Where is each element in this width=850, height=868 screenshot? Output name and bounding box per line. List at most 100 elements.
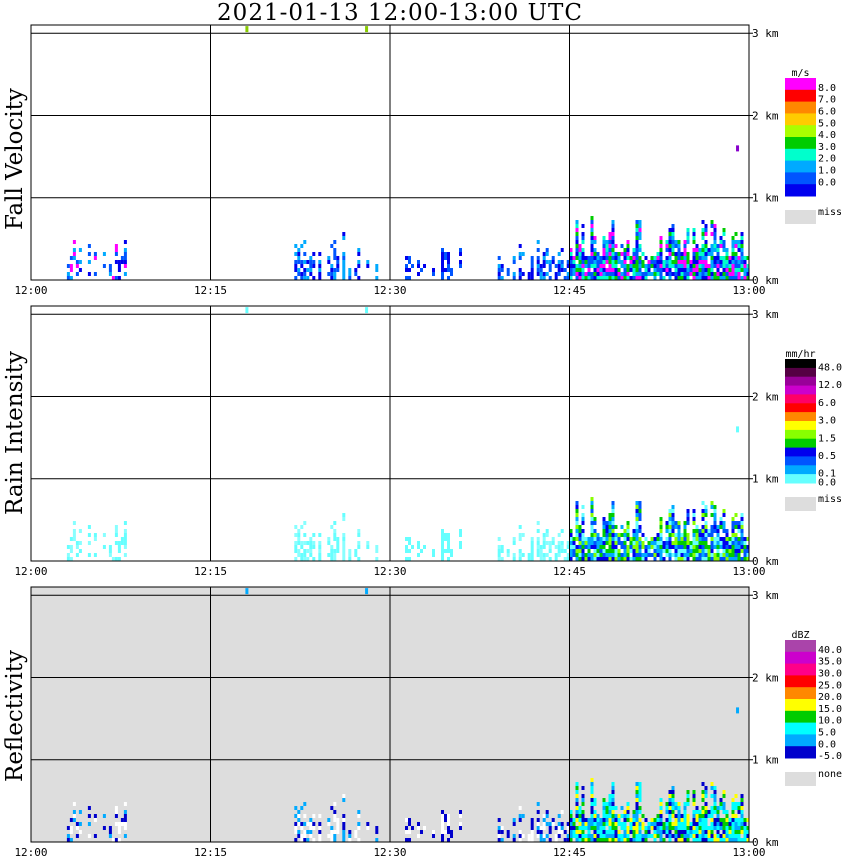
- echo-cell: [581, 830, 585, 834]
- echo-cell: [686, 826, 690, 830]
- echo-cell: [459, 252, 462, 256]
- echo-cell: [539, 834, 543, 838]
- echo-cell: [701, 232, 705, 236]
- echo-cell: [459, 822, 462, 826]
- echo-cell: [617, 549, 621, 553]
- echo-cell: [641, 260, 645, 264]
- echo-cell: [581, 505, 585, 509]
- echo-cell: [563, 268, 567, 272]
- echo-cell: [623, 822, 627, 826]
- echo-cell: [584, 272, 588, 276]
- echo-cell: [668, 232, 672, 236]
- echo-cell: [575, 782, 579, 786]
- echo-cell: [536, 256, 540, 260]
- echo-cell: [297, 272, 301, 276]
- echo-cell: [725, 256, 729, 260]
- echo-cell: [698, 818, 702, 822]
- echo-cell: [722, 834, 726, 838]
- echo-cell: [512, 537, 516, 541]
- colorbar-label: 7.0: [818, 95, 836, 106]
- echo-cell: [578, 822, 582, 826]
- echo-cell: [686, 268, 690, 272]
- echo-cell: [602, 557, 606, 561]
- echo-cell: [626, 248, 630, 252]
- echo-cell: [713, 260, 717, 264]
- echo-cell: [698, 838, 702, 842]
- echo-cell: [626, 814, 630, 818]
- echo-cell: [623, 264, 627, 268]
- echo-cell: [575, 232, 579, 236]
- echo-cell: [677, 822, 681, 826]
- colorbar-label: 25.0: [818, 680, 842, 691]
- echo-cell: [647, 545, 651, 549]
- echo-cell: [734, 802, 738, 806]
- echo-cell: [620, 806, 624, 810]
- echo-cell: [312, 557, 316, 561]
- echo-cell: [707, 814, 711, 818]
- echo-cell: [677, 533, 681, 537]
- echo-cell: [366, 264, 370, 268]
- echo-cell: [590, 814, 594, 818]
- echo-cell: [704, 268, 708, 272]
- echo-cell: [683, 814, 687, 818]
- echo-cell: [668, 834, 672, 838]
- echo-cell: [668, 818, 672, 822]
- echo-cell: [719, 798, 723, 802]
- echo-cell: [725, 248, 729, 252]
- echo-cell: [683, 537, 687, 541]
- echo-cell: [734, 830, 738, 834]
- echo-cell: [602, 830, 606, 834]
- echo-cell: [357, 252, 361, 256]
- echo-cell: [348, 276, 352, 280]
- echo-cell: [539, 553, 543, 557]
- echo-cell: [497, 264, 501, 268]
- echo-cell: [668, 521, 672, 525]
- echo-cell: [632, 834, 636, 838]
- echo-cell: [617, 834, 621, 838]
- echo-cell: [737, 557, 741, 561]
- echo-cell: [692, 232, 696, 236]
- echo-cell: [638, 549, 642, 553]
- echo-cell: [518, 553, 522, 557]
- echo-cell: [375, 557, 379, 561]
- echo-cell: [710, 794, 714, 798]
- echo-cell: [545, 252, 549, 256]
- colorbar-swatch: [785, 474, 816, 484]
- echo-cell: [108, 549, 112, 553]
- echo-cell: [357, 541, 361, 545]
- echo-cell: [725, 252, 729, 256]
- colorbar-label: 0.5: [818, 451, 836, 462]
- echo-cell: [626, 557, 630, 561]
- echo-cell: [575, 240, 579, 244]
- echo-cell: [692, 228, 696, 232]
- echo-cell: [710, 505, 714, 509]
- echo-cell: [707, 272, 711, 276]
- echo-cell: [707, 268, 711, 272]
- echo-cell: [557, 272, 561, 276]
- echo-cell: [602, 517, 606, 521]
- echo-cell: [303, 276, 307, 280]
- echo-cell: [500, 268, 504, 272]
- echo-cell: [590, 244, 594, 248]
- echo-cell: [578, 268, 582, 272]
- echo-cell: [638, 830, 642, 834]
- echo-cell: [581, 268, 585, 272]
- echo-cell: [333, 549, 337, 553]
- echo-cell: [638, 790, 642, 794]
- echo-cell: [581, 834, 585, 838]
- echo-cell: [740, 252, 744, 256]
- echo-cell: [674, 268, 678, 272]
- echo-cell: [704, 224, 708, 228]
- echo-cell: [123, 545, 127, 549]
- echo-cell: [611, 248, 615, 252]
- echo-cell: [638, 806, 642, 810]
- echo-cell: [114, 525, 118, 529]
- echo-cell: [716, 541, 720, 545]
- echo-cell: [560, 549, 564, 553]
- echo-cell: [72, 533, 76, 537]
- echo-cell: [629, 830, 633, 834]
- echo-cell: [692, 509, 696, 513]
- echo-cell: [638, 232, 642, 236]
- echo-cell: [590, 252, 594, 256]
- echo-cell: [638, 553, 642, 557]
